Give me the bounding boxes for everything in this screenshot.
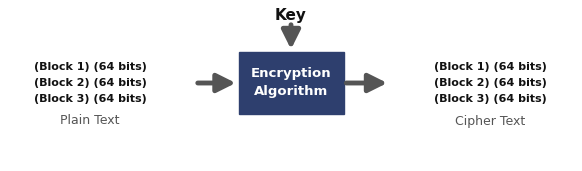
Text: (Block 2) (64 bits): (Block 2) (64 bits) — [34, 78, 147, 88]
Text: (Block 1) (64 bits): (Block 1) (64 bits) — [434, 62, 546, 72]
Text: (Block 3) (64 bits): (Block 3) (64 bits) — [434, 94, 546, 104]
Text: Key: Key — [275, 8, 307, 23]
FancyBboxPatch shape — [239, 52, 343, 114]
Text: Encryption
Algorithm: Encryption Algorithm — [251, 68, 331, 98]
Text: (Block 1) (64 bits): (Block 1) (64 bits) — [34, 62, 147, 72]
Text: Plain Text: Plain Text — [61, 115, 120, 128]
Text: Cipher Text: Cipher Text — [455, 115, 525, 128]
Text: (Block 2) (64 bits): (Block 2) (64 bits) — [434, 78, 546, 88]
Text: (Block 3) (64 bits): (Block 3) (64 bits) — [34, 94, 147, 104]
